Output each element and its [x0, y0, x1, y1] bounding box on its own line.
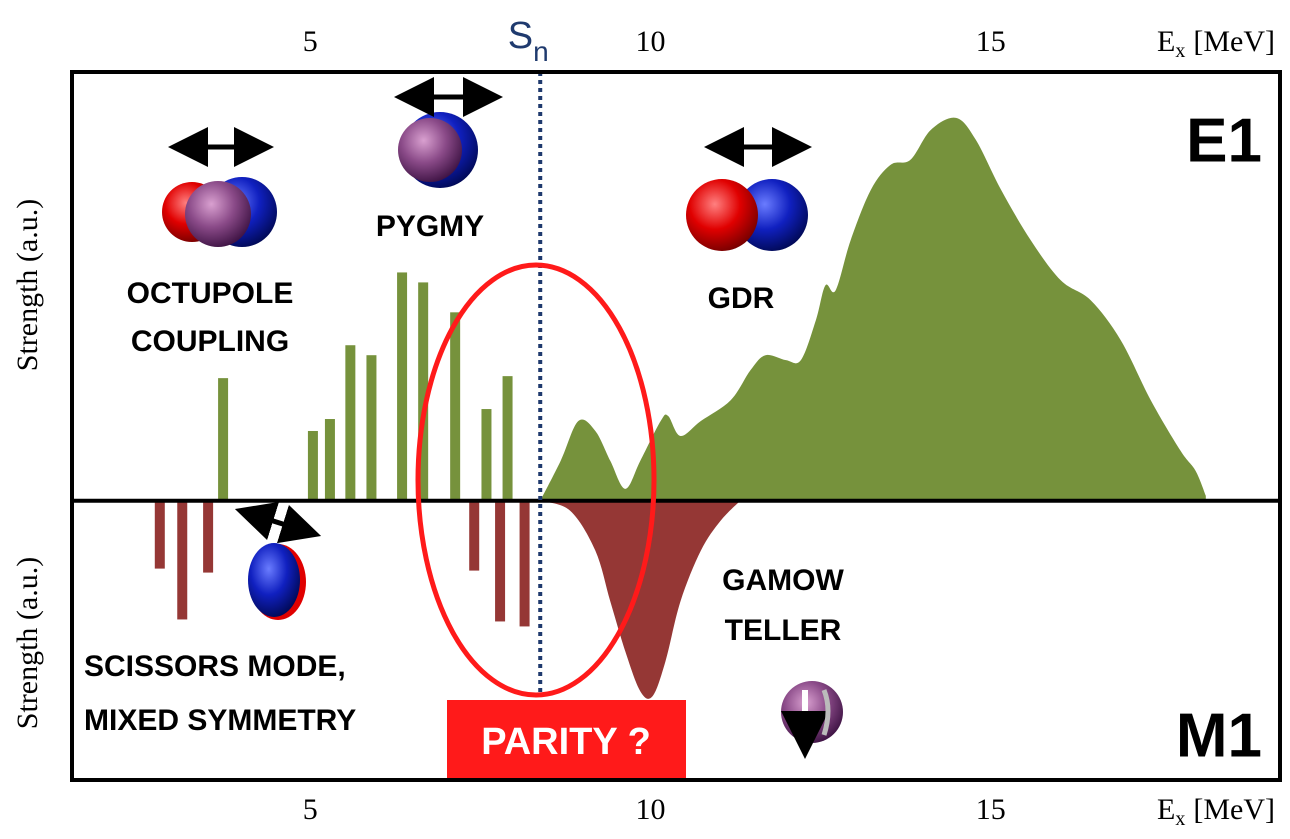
x-axis-label: Ex [MeV] — [1157, 793, 1275, 830]
bar — [366, 355, 376, 501]
bar — [203, 501, 213, 573]
annotation: MIXED SYMMETRY — [84, 704, 356, 737]
area — [540, 118, 1206, 501]
x-tick-label: 15 — [976, 793, 1006, 826]
bar — [325, 419, 335, 501]
bar — [177, 501, 187, 620]
area — [540, 501, 740, 699]
bar — [345, 345, 355, 501]
x-tick-label: 5 — [303, 793, 318, 826]
sphere — [248, 543, 300, 617]
bar — [308, 431, 318, 501]
y-axis-label: Strength (a.u.) — [11, 199, 44, 371]
bar — [495, 501, 505, 622]
x-axis-label: Ex [MeV] — [1157, 25, 1275, 62]
sphere — [686, 179, 758, 251]
arrow — [254, 515, 302, 530]
x-tick-label: 10 — [635, 793, 665, 826]
annotation: SCISSORS MODE, — [84, 650, 346, 683]
bar — [503, 376, 513, 501]
annotation: GDR — [708, 282, 775, 315]
x-axis-sub: x — [1175, 40, 1185, 62]
page: {"chart_data": { "type": "combo", "xlabe… — [0, 0, 1290, 839]
sphere — [781, 681, 843, 743]
x-tick-label: 15 — [976, 25, 1006, 58]
sphere — [398, 118, 462, 182]
panel-label: E1 — [1186, 106, 1262, 175]
annotation: TELLER — [725, 614, 842, 647]
x-axis-main: E — [1157, 793, 1175, 826]
bar — [450, 312, 460, 500]
bar — [397, 272, 407, 500]
bar — [469, 501, 479, 571]
annotation: GAMOW — [722, 564, 844, 597]
annotation: OCTUPOLE — [127, 277, 294, 310]
x-tick-label: 5 — [303, 25, 318, 58]
data-layer — [72, 72, 1280, 699]
annotation: PYGMY — [376, 210, 484, 243]
sn-label: Sn — [508, 15, 549, 67]
bar — [481, 409, 491, 501]
x-axis-unit: [MeV] — [1193, 25, 1275, 58]
x-axis-unit: [MeV] — [1193, 793, 1275, 826]
sphere — [185, 181, 251, 247]
x-axis-main: E — [1157, 25, 1175, 58]
bar — [218, 378, 228, 501]
x-axis-sub: x — [1175, 808, 1185, 830]
bar — [155, 501, 165, 569]
x-tick-label: 10 — [635, 25, 665, 58]
bar — [520, 501, 530, 627]
chart: OCTUPOLE COUPLING PYGMY GDR GAMOW TELLER… — [0, 0, 1290, 839]
sn-sub: n — [533, 36, 549, 67]
sn-main: S — [508, 15, 533, 57]
panel-label: M1 — [1176, 701, 1262, 770]
parity-label: PARITY ? — [481, 721, 651, 763]
annotation: COUPLING — [131, 325, 289, 358]
y-axis-label: Strength (a.u.) — [11, 557, 44, 729]
